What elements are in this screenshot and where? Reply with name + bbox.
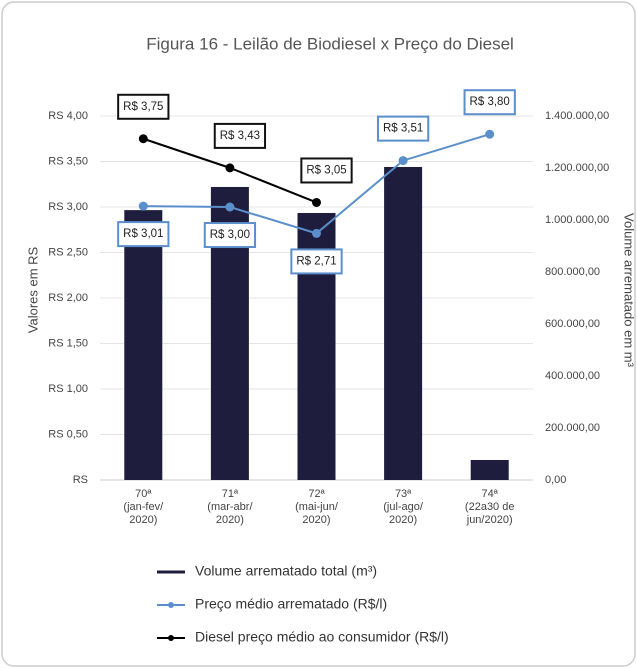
y2-tick-label: 600.000,00 [545,318,600,330]
data-label-box [290,248,343,275]
x-tick-label: 73ª (jul-ago/2020) [383,488,424,526]
x-tick-label: 70ª (jan-fev/2020) [123,488,164,526]
y-tick-label: RS 0,50 [48,428,88,440]
legend-label: Volume arrematado total (m³) [195,563,377,579]
point [485,129,495,139]
x-tick-label: 71ª (mar-abr/2020) [207,488,253,526]
y-tick-label: RS 2,50 [48,246,88,258]
legend-label: Diesel preço médio ao consumidor (R$/l) [195,629,449,645]
y2-tick-label: 0,00 [545,474,566,486]
y2-tick-label: 1.200.000,00 [545,162,609,174]
data-label: R$ 3,01 [123,228,163,240]
data-label-box [463,89,516,116]
y2-tick-label: 400.000,00 [545,370,600,382]
bar [124,210,163,480]
y-tick-label: RS [73,474,88,486]
data-label: R$ 3,00 [210,229,250,241]
data-label-box [117,221,170,248]
data-label: R$ 3,43 [220,130,260,142]
point [225,163,235,173]
y-tick-label: RS 1,50 [48,337,88,349]
chart-title: Figura 16 - Leilão de Biodiesel x Preço … [146,34,514,53]
legend-marker [168,635,174,641]
y-tick-label: RS 3,50 [48,155,88,167]
y2-tick-label: 200.000,00 [545,422,600,434]
x-tick-label: 72ª (mai-jun/2020) [295,488,339,526]
point [398,156,408,166]
y2-tick-label: 1.400.000,00 [545,110,609,122]
point [225,202,235,212]
y-tick-label: RS 4,00 [48,110,88,122]
y-tick-label: RS 2,00 [48,292,88,304]
point [312,197,321,207]
x-tick-label: 74ª (22a30 de jun/2020) [465,488,515,526]
data-label-box [213,122,267,149]
point [138,201,148,211]
legend-label: Preço médio arrematado (R$/l) [195,596,387,612]
data-label-box [117,93,170,120]
data-label: R$ 3,80 [470,96,510,108]
data-label: R$ 3,51 [383,123,423,135]
data-label: R$ 2,71 [296,255,336,267]
y2-tick-label: 800.000,00 [545,266,600,278]
y2-axis-label: Volume arrematado em m³ [622,213,637,368]
bar [470,459,509,480]
y2-tick-label: 1.000.000,00 [545,214,609,226]
data-label-box [376,115,430,142]
data-label: R$ 3,75 [123,101,163,113]
y-tick-label: RS 3,00 [48,201,88,213]
y-tick-label: RS 1,00 [48,383,88,395]
y-axis-label: Valores em RS [25,246,40,333]
point [312,228,321,238]
point [138,134,148,144]
data-label-box [203,222,257,249]
legend-marker [168,602,174,608]
bar [384,166,423,480]
data-label-box [300,157,353,184]
data-label: R$ 3,05 [306,164,346,176]
